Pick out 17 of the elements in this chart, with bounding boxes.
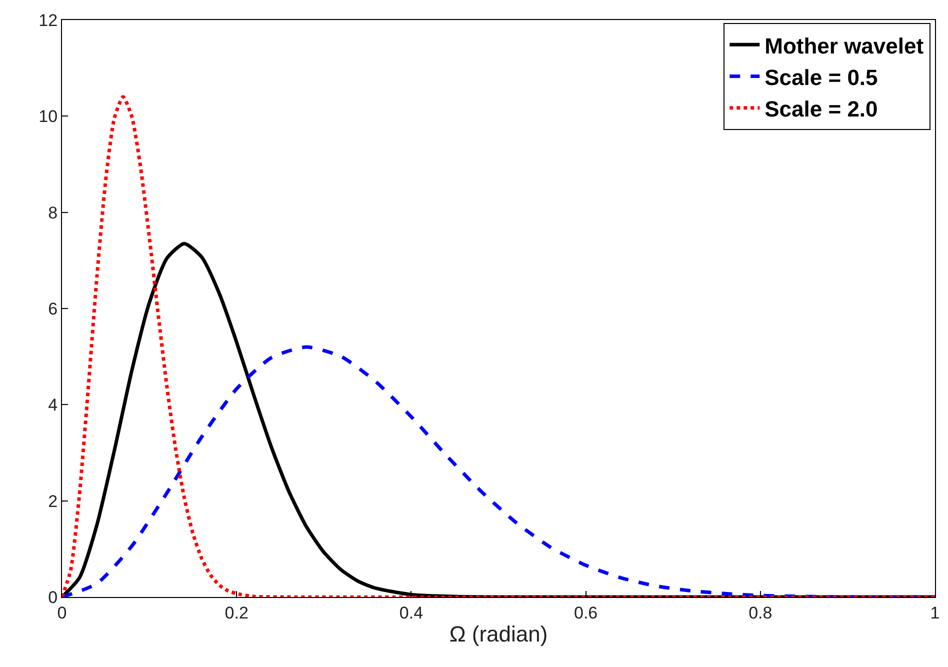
y-tick-label: 8 (48, 203, 58, 222)
legend-label: Scale = 0.5 (764, 64, 878, 90)
x-axis-title: Ω (radian) (449, 621, 548, 646)
x-tick-label: 0.8 (748, 603, 772, 622)
y-tick-label: 4 (48, 396, 58, 415)
y-tick-label: 2 (48, 492, 58, 511)
y-tick-label: 10 (38, 107, 58, 126)
y-tick-label: 12 (38, 10, 58, 30)
legend-label: Scale = 2.0 (764, 96, 878, 122)
x-tick-label: 0.4 (399, 603, 424, 622)
x-tick-label: 0.6 (574, 603, 598, 622)
x-tick-label: 0.2 (224, 603, 248, 622)
y-tick-label: 6 (48, 299, 58, 318)
y-tick-label: 0 (48, 588, 58, 607)
line-series (62, 95, 935, 597)
legend-label: Mother wavelet (764, 33, 924, 58)
x-tick-label: 1 (930, 603, 940, 622)
